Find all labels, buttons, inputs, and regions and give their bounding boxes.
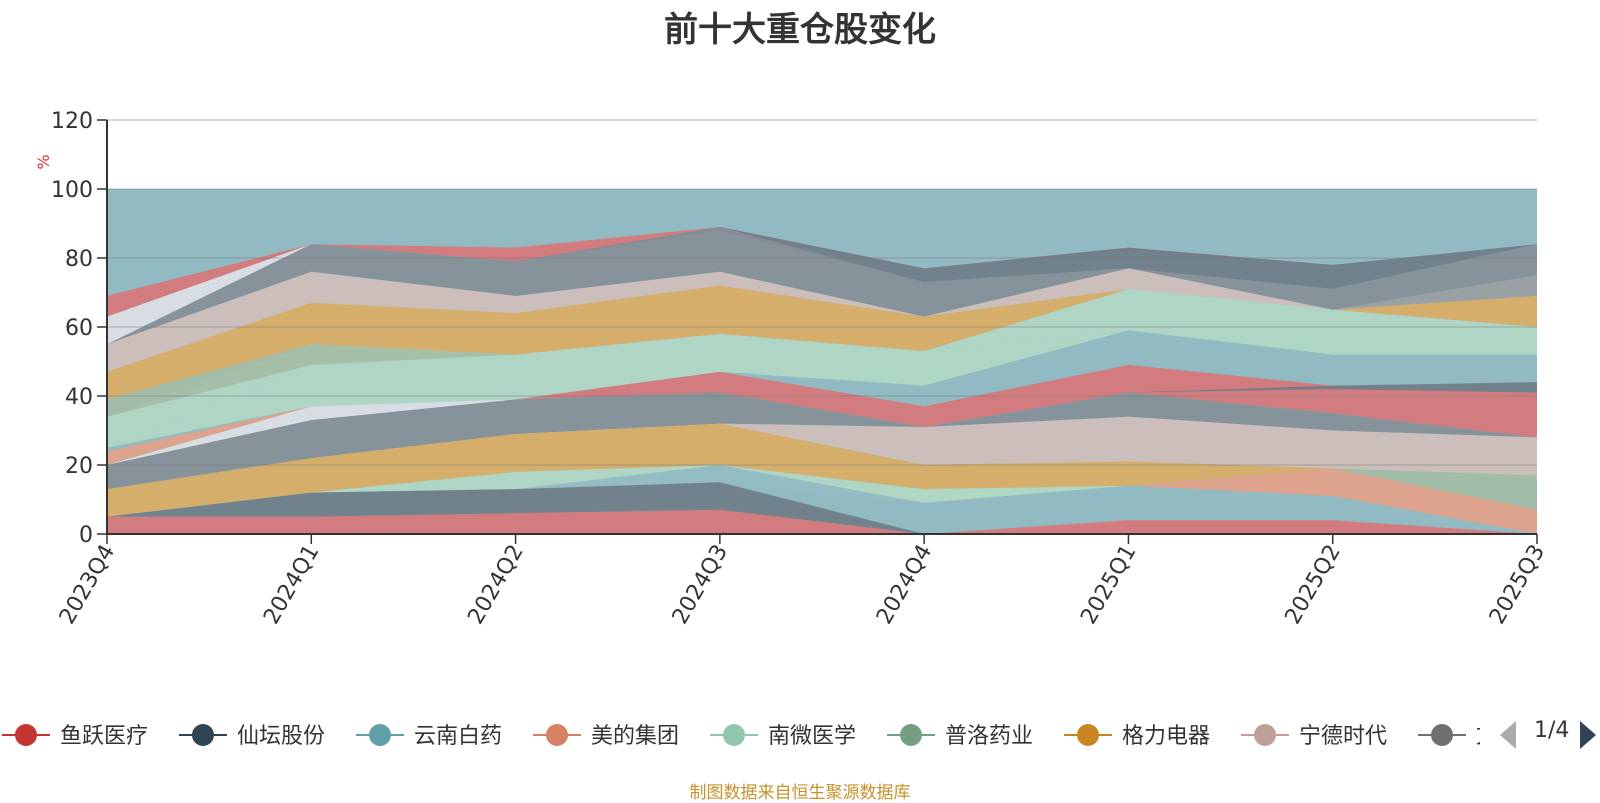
legend-marker-icon bbox=[179, 724, 227, 746]
legend-label: 云南白药 bbox=[414, 724, 503, 749]
legend-prev-icon[interactable] bbox=[1496, 719, 1520, 751]
area-band-24[interactable] bbox=[107, 482, 1537, 534]
y-tick-label: 120 bbox=[51, 109, 93, 134]
legend-label: 格力电器 bbox=[1122, 724, 1211, 749]
legend: 鱼跃医疗 仙坛股份 云南白药 美的集团 南微医学 普洛药业 格力电器 宁德时代 文 bbox=[0, 715, 1480, 755]
y-tick-label: 40 bbox=[65, 385, 93, 410]
legend-marker-icon bbox=[533, 724, 581, 746]
legend-next-icon[interactable] bbox=[1576, 719, 1600, 751]
area-band-25[interactable] bbox=[107, 509, 1537, 534]
legend-item[interactable]: 格力电器 bbox=[1062, 715, 1238, 755]
legend-label: 南微医学 bbox=[768, 724, 857, 749]
plot-layer bbox=[107, 189, 1537, 534]
y-tick-label: 80 bbox=[65, 247, 93, 272]
legend-label: 美的集团 bbox=[591, 724, 680, 749]
legend-item[interactable]: 南微医学 bbox=[708, 715, 884, 755]
y-axis-unit: % bbox=[34, 154, 53, 169]
y-tick-label: 100 bbox=[51, 178, 93, 203]
legend-marker-icon bbox=[1064, 724, 1112, 746]
legend-pager: 1/4 bbox=[1496, 715, 1600, 755]
legend-item[interactable]: 普洛药业 bbox=[885, 715, 1061, 755]
legend-label: 文 bbox=[1476, 718, 1480, 750]
legend-item[interactable]: 美的集团 bbox=[531, 715, 707, 755]
legend-label: 宁德时代 bbox=[1299, 724, 1388, 749]
legend-item[interactable]: 云南白药 bbox=[354, 715, 530, 755]
area-band-19[interactable] bbox=[107, 423, 1537, 517]
legend-item[interactable]: 宁德时代 bbox=[1239, 715, 1415, 755]
legend-marker-icon bbox=[710, 724, 758, 746]
x-tick-label: 2023Q4 bbox=[55, 541, 120, 629]
x-tick-label: 2024Q3 bbox=[668, 541, 733, 629]
legend-page-label: 1/4 bbox=[1534, 718, 1570, 743]
x-tick-label: 2025Q2 bbox=[1281, 541, 1346, 629]
legend-marker-icon bbox=[2, 724, 50, 746]
y-tick-label: 60 bbox=[65, 316, 93, 341]
area-band-9[interactable] bbox=[107, 289, 1537, 417]
area-band-23[interactable] bbox=[107, 465, 1537, 534]
area-band-22[interactable] bbox=[107, 465, 1537, 534]
legend-label: 鱼跃医疗 bbox=[60, 724, 149, 749]
area-band-6[interactable] bbox=[107, 268, 1537, 372]
legend-marker-icon bbox=[356, 724, 404, 746]
y-tick-label: 20 bbox=[65, 454, 93, 479]
x-tick-label: 2025Q3 bbox=[1485, 541, 1550, 629]
legend-item[interactable]: 文 bbox=[1416, 715, 1480, 755]
legend-marker-icon bbox=[887, 724, 935, 746]
y-tick-label: 0 bbox=[79, 523, 93, 548]
source-note: 制图数据来自恒生聚源数据库 bbox=[689, 783, 911, 803]
x-tick-label: 2024Q1 bbox=[259, 541, 324, 629]
legend-item[interactable]: 鱼跃医疗 bbox=[0, 715, 176, 755]
area-band-4[interactable] bbox=[107, 226, 1537, 345]
area-band-3[interactable] bbox=[107, 226, 1537, 345]
area-band-21[interactable] bbox=[107, 468, 1537, 534]
legend-item[interactable]: 仙坛股份 bbox=[177, 715, 353, 755]
area-band-16[interactable] bbox=[107, 392, 1537, 465]
area-band-18[interactable] bbox=[107, 416, 1537, 490]
area-band-12[interactable] bbox=[107, 364, 1537, 452]
legend-label: 普洛药业 bbox=[945, 724, 1034, 749]
chart-title: 前十大重仓股变化 bbox=[664, 10, 936, 50]
area-band-7[interactable] bbox=[107, 285, 1537, 400]
area-band-10[interactable] bbox=[107, 330, 1537, 448]
legend-marker-icon bbox=[1418, 724, 1466, 746]
x-tick-label: 2024Q4 bbox=[872, 541, 937, 629]
x-tick-label: 2024Q2 bbox=[463, 541, 528, 629]
area-band-1[interactable] bbox=[107, 226, 1537, 317]
x-tick-label: 2025Q1 bbox=[1076, 541, 1141, 629]
legend-marker-icon bbox=[1241, 724, 1289, 746]
legend-label: 仙坛股份 bbox=[237, 724, 326, 749]
area-band-8[interactable] bbox=[107, 289, 1537, 448]
area-band-17[interactable] bbox=[107, 399, 1537, 490]
